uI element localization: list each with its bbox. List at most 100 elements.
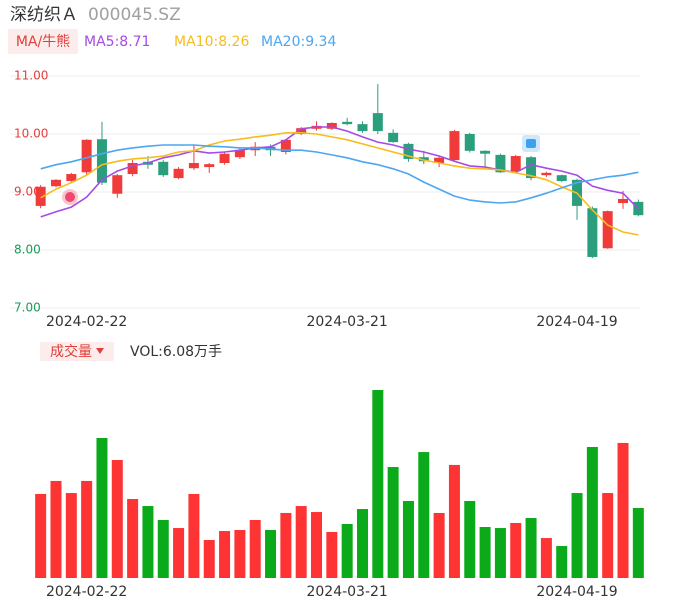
volume-bar xyxy=(433,512,445,578)
candle-body xyxy=(526,157,537,179)
volume-bar xyxy=(341,524,353,578)
candle-body xyxy=(464,134,475,151)
volume-bar xyxy=(35,493,47,578)
volume-bar xyxy=(50,480,62,578)
candle-body xyxy=(342,121,353,125)
candle-body xyxy=(449,131,460,161)
volume-bar xyxy=(65,493,77,578)
legend-entry: MA10:8.26 xyxy=(174,34,249,50)
volume-bar xyxy=(402,500,414,578)
candle-body xyxy=(403,143,414,159)
legend-entry: MA20:9.34 xyxy=(261,34,336,50)
candle-body xyxy=(112,175,123,194)
volume-bar xyxy=(372,390,384,578)
volume-bar xyxy=(464,500,476,578)
candle-body xyxy=(372,113,383,132)
stock-code: 000045.SZ xyxy=(88,5,181,25)
candle-body xyxy=(81,139,92,173)
indicator-button[interactable] xyxy=(8,29,78,54)
volume-bar xyxy=(617,442,629,578)
candle-body xyxy=(66,174,77,181)
volume-bar xyxy=(418,452,430,578)
candle-body xyxy=(326,122,337,129)
volume-bar xyxy=(632,508,644,578)
candle-body xyxy=(587,208,598,257)
volume-button[interactable] xyxy=(40,342,114,361)
volume-bar xyxy=(96,438,108,578)
volume-label[interactable]: 成交量 xyxy=(50,343,92,360)
candle-body xyxy=(35,186,46,206)
candle-body xyxy=(173,168,184,179)
x-tick-label: 2024-03-21 xyxy=(306,584,387,600)
volume-bar xyxy=(219,531,231,578)
volume-bar xyxy=(602,493,614,578)
ma-line xyxy=(40,132,639,236)
volume-bar xyxy=(81,480,93,578)
candle-body xyxy=(50,179,61,187)
volume-bar xyxy=(111,459,123,578)
ma-line xyxy=(40,144,639,204)
x-tick-label: 2024-04-19 xyxy=(536,314,617,330)
stock-name: 深纺织Ａ xyxy=(10,5,78,25)
candle-body xyxy=(204,164,215,168)
candle-body xyxy=(618,198,629,204)
volume-bar xyxy=(586,446,598,578)
volume-bar xyxy=(127,499,139,578)
candle-body xyxy=(556,175,567,181)
volume-bar xyxy=(142,506,154,578)
volume-bar xyxy=(280,512,292,578)
candle-body xyxy=(602,211,613,249)
candle-body xyxy=(234,150,245,158)
candle-body xyxy=(510,156,521,172)
volume-bar xyxy=(173,528,185,578)
volume-bar xyxy=(234,529,246,578)
volume-bar xyxy=(295,506,307,578)
volume-bar xyxy=(387,467,399,578)
y-tick-label: 8.00 xyxy=(14,243,41,257)
legend-entry: MA5:8.71 xyxy=(84,34,150,50)
candle-body xyxy=(480,150,491,154)
x-tick-label: 2024-02-22 xyxy=(46,584,127,600)
y-tick-label: 7.00 xyxy=(14,301,41,315)
y-tick-label: 9.00 xyxy=(14,185,41,199)
candle-body xyxy=(357,124,368,132)
candle-body xyxy=(418,157,429,162)
candle-body xyxy=(388,132,399,143)
x-tick-label: 2024-02-22 xyxy=(46,314,127,330)
volume-bar xyxy=(249,519,261,578)
x-tick-label: 2024-04-19 xyxy=(536,584,617,600)
volume-bar xyxy=(356,509,368,578)
candle-body xyxy=(280,139,291,152)
dropdown-arrow xyxy=(96,348,104,354)
x-tick-label: 2024-03-21 xyxy=(306,314,387,330)
volume-bar xyxy=(203,540,215,578)
candle-body xyxy=(188,163,199,169)
volume-bar xyxy=(510,522,522,578)
volume-bar xyxy=(556,545,568,578)
volume-bar xyxy=(494,528,506,578)
ma-line xyxy=(40,126,639,218)
volume-bar xyxy=(188,493,200,578)
volume-bar xyxy=(265,529,277,578)
y-tick-label: 10.00 xyxy=(14,127,48,141)
volume-bar xyxy=(326,531,338,578)
volume-readout: VOL:6.08万手 xyxy=(130,344,222,360)
signal-icon xyxy=(522,135,540,152)
plot: 7.00 8.00 9.00 10.00 11.00 2024-02-22 2024-03-… xyxy=(10,34,644,600)
volume-bar xyxy=(571,493,583,578)
volume-bar xyxy=(479,526,491,578)
candle-body xyxy=(127,163,138,175)
volume-bar xyxy=(311,512,323,578)
volume-bar xyxy=(448,464,460,578)
volume-bar xyxy=(525,518,537,578)
candle-body xyxy=(541,172,552,176)
candle-body xyxy=(158,161,169,176)
volume-bar xyxy=(540,538,552,578)
y-tick-label: 11.00 xyxy=(14,69,48,83)
candle-body xyxy=(434,157,445,163)
candle-body xyxy=(96,139,107,183)
candle-body xyxy=(495,154,506,173)
signal-icon xyxy=(62,189,78,205)
indicator-label[interactable]: MA/牛熊 xyxy=(16,34,70,50)
